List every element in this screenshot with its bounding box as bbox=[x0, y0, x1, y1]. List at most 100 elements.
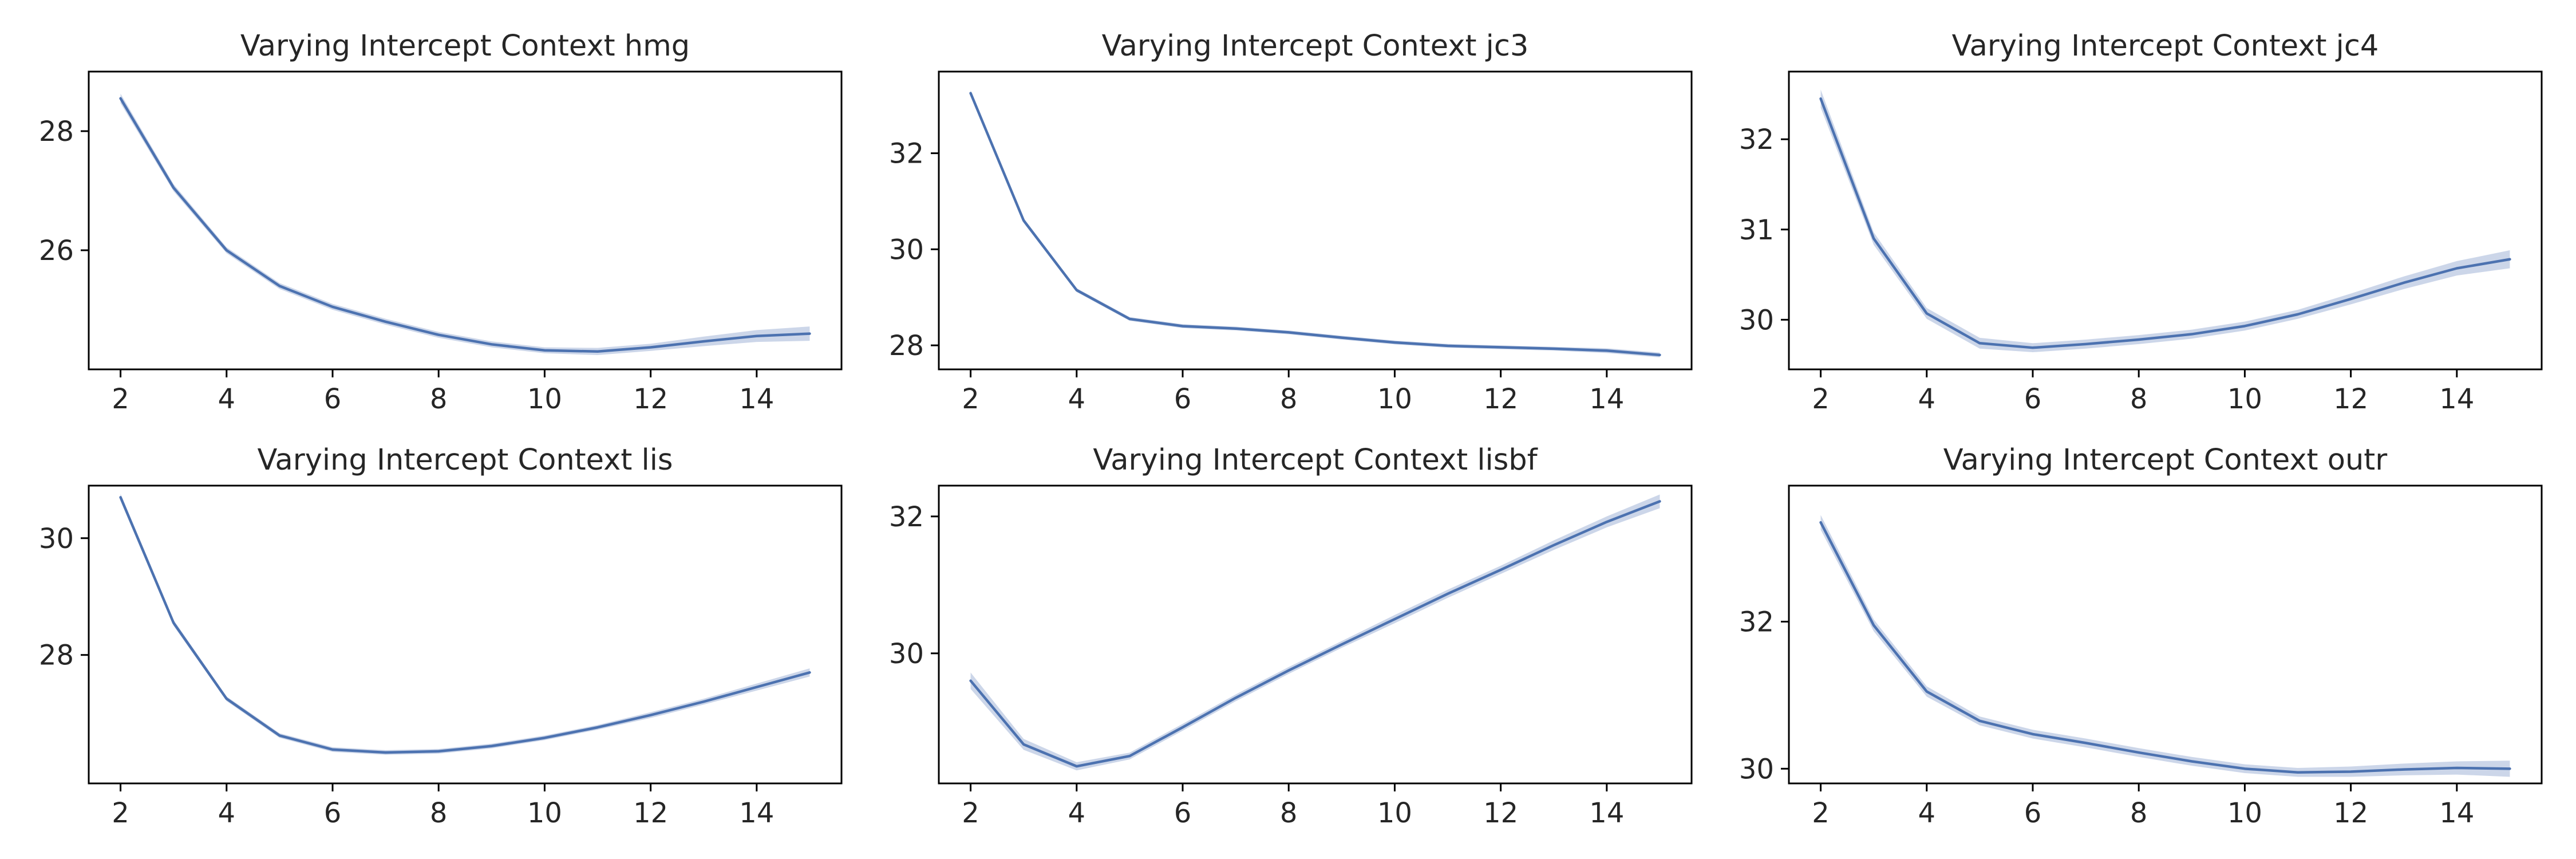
confidence-band bbox=[120, 93, 810, 356]
x-tick-label: 2 bbox=[962, 797, 979, 829]
data-point bbox=[1872, 237, 1875, 241]
data-point bbox=[2190, 759, 2194, 763]
chart-panel-5: Varying Intercept Context lisbf 2 4 6 8 10 12 1… bbox=[889, 443, 1693, 829]
y-tick-label: 32 bbox=[1739, 606, 1774, 639]
chart-panel-1: Varying Intercept Context hmg 2 4 6 8 10 12 14 2… bbox=[39, 29, 843, 415]
data-point bbox=[384, 320, 388, 324]
data-point bbox=[969, 679, 973, 683]
data-point bbox=[1234, 696, 1238, 700]
data-point bbox=[702, 700, 705, 703]
data-point bbox=[1340, 643, 1344, 646]
axes-frame bbox=[938, 70, 1693, 371]
axes-frame bbox=[1788, 484, 2543, 785]
data-point bbox=[2031, 732, 2034, 736]
chart-title: Varying Intercept Context jc3 bbox=[1102, 29, 1529, 63]
y-tick-label: 30 bbox=[1739, 753, 1774, 785]
data-point bbox=[1658, 353, 1661, 357]
x-tick-label: 12 bbox=[633, 797, 668, 829]
data-point bbox=[2508, 258, 2511, 261]
data-point bbox=[1819, 97, 1823, 100]
x-tick-label: 6 bbox=[324, 797, 342, 829]
data-point bbox=[2137, 751, 2140, 754]
x-tick-label: 8 bbox=[430, 383, 448, 415]
chart-title: Varying Intercept Context lis bbox=[258, 443, 673, 477]
data-point bbox=[1181, 726, 1184, 729]
chart-title: Varying Intercept Context hmg bbox=[240, 29, 690, 63]
data-point bbox=[2349, 297, 2353, 301]
x-tick-label: 10 bbox=[1377, 797, 1412, 829]
axes-frame bbox=[88, 484, 843, 785]
data-point bbox=[1925, 312, 1929, 315]
data-point bbox=[1393, 617, 1396, 621]
x-tick-label: 6 bbox=[2024, 797, 2042, 829]
y-tick-label: 28 bbox=[39, 116, 74, 148]
x-tick-label: 4 bbox=[1918, 797, 1936, 829]
data-point bbox=[2402, 281, 2405, 285]
x-tick-label: 8 bbox=[1280, 797, 1298, 829]
data-point bbox=[649, 346, 653, 349]
y-tick-label: 30 bbox=[1739, 304, 1774, 336]
data-point bbox=[543, 736, 546, 739]
data-point bbox=[596, 726, 599, 729]
axes-frame bbox=[1788, 70, 2543, 371]
data-point bbox=[1234, 327, 1238, 330]
data-point bbox=[119, 495, 123, 499]
y-tick-label: 30 bbox=[889, 234, 924, 266]
data-point bbox=[2084, 342, 2088, 346]
x-tick-label: 14 bbox=[739, 797, 774, 829]
data-point bbox=[1872, 624, 1875, 627]
data-point bbox=[2296, 771, 2300, 774]
x-tick-label: 6 bbox=[324, 383, 342, 415]
data-point bbox=[755, 685, 758, 689]
chart-panel-2: Varying Intercept Context jc3 2 4 6 8 10 12 14 2… bbox=[889, 29, 1693, 415]
data-point bbox=[1075, 289, 1078, 292]
series-line bbox=[119, 496, 811, 754]
data-point bbox=[225, 249, 228, 252]
y-tick-label: 26 bbox=[39, 235, 74, 267]
data-point bbox=[1819, 521, 1823, 524]
confidence-band bbox=[1820, 515, 2510, 777]
data-point bbox=[2190, 333, 2194, 336]
x-tick-label: 10 bbox=[2227, 383, 2262, 415]
data-point bbox=[278, 734, 281, 737]
data-point bbox=[1393, 341, 1396, 344]
x-tick-label: 2 bbox=[112, 797, 129, 829]
data-point bbox=[1128, 317, 1131, 321]
x-tick-label: 12 bbox=[1483, 383, 1518, 415]
chart-title: Varying Intercept Context lisbf bbox=[1093, 443, 1538, 477]
data-point bbox=[331, 748, 334, 751]
y-tick-label: 31 bbox=[1739, 214, 1774, 246]
x-tick-label: 4 bbox=[1918, 383, 1936, 415]
data-point bbox=[543, 349, 546, 352]
x-tick-label: 12 bbox=[2333, 797, 2368, 829]
x-tick-label: 6 bbox=[1174, 383, 1192, 415]
data-point bbox=[649, 714, 653, 717]
data-point bbox=[2243, 767, 2246, 770]
axes-frame bbox=[88, 70, 843, 371]
x-tick-label: 8 bbox=[2130, 797, 2148, 829]
data-point bbox=[1552, 347, 1555, 350]
data-point bbox=[2137, 338, 2140, 341]
data-point bbox=[1287, 669, 1290, 672]
series-line bbox=[119, 97, 811, 353]
data-point bbox=[1552, 543, 1555, 547]
x-tick-label: 10 bbox=[527, 797, 562, 829]
y-tick-label: 30 bbox=[889, 638, 924, 670]
data-point bbox=[1605, 349, 1609, 352]
confidence-band bbox=[970, 90, 1660, 358]
chart-title: Varying Intercept Context jc4 bbox=[1952, 29, 2379, 63]
x-tick-label: 12 bbox=[633, 383, 668, 415]
chart-panel-6: Varying Intercept Context outr 2 4 6 8 10 12 14… bbox=[1739, 443, 2543, 829]
data-point bbox=[172, 621, 175, 625]
y-tick-label: 32 bbox=[1739, 124, 1774, 156]
confidence-band bbox=[1820, 89, 2510, 353]
data-point bbox=[1287, 330, 1290, 334]
data-point bbox=[437, 750, 440, 753]
data-point bbox=[702, 340, 705, 343]
x-tick-label: 4 bbox=[1068, 383, 1086, 415]
y-tick-label: 32 bbox=[889, 138, 924, 170]
data-point bbox=[2243, 324, 2246, 328]
data-point bbox=[2455, 766, 2459, 770]
data-point bbox=[2402, 768, 2405, 771]
